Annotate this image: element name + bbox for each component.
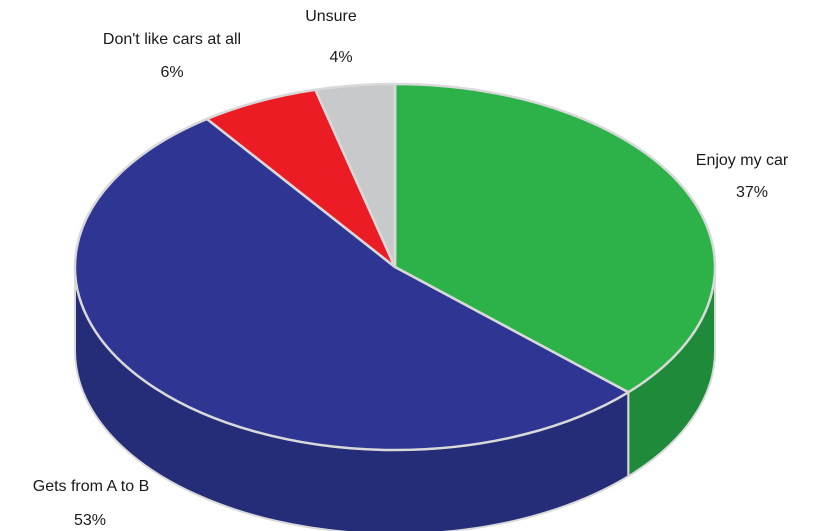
- label-dont-like-cars: Don't like cars at all: [103, 31, 241, 48]
- value-dont-like-cars: 6%: [160, 64, 183, 81]
- slice-labels: Enjoy my car 37% Gets from A to B 53% Do…: [33, 8, 789, 529]
- label-gets-from-a-to-b: Gets from A to B: [33, 478, 150, 495]
- slice-enjoy-my-car: [393, 82, 717, 394]
- slice-gets-from-a-to-b: [73, 117, 630, 452]
- value-unsure: 4%: [329, 49, 352, 66]
- label-unsure: Unsure: [305, 8, 357, 25]
- value-enjoy-my-car: 37%: [736, 184, 768, 201]
- pie-slices: [73, 82, 717, 452]
- slice-don-t-like-cars-at-all: [205, 88, 397, 269]
- label-enjoy-my-car: Enjoy my car: [696, 152, 789, 169]
- value-gets-from-a-to-b: 53%: [74, 512, 106, 529]
- slice-unsure: [314, 82, 397, 269]
